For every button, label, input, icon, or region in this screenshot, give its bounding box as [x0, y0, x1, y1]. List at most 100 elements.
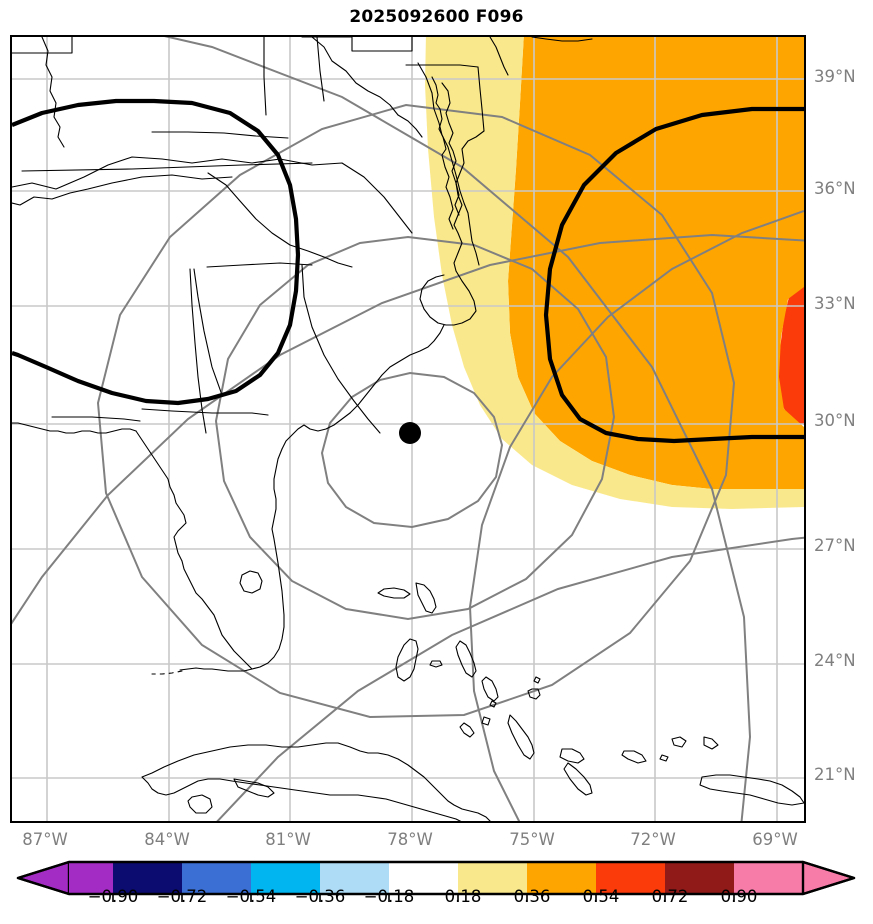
colorbar-tick-label-0: −0.90	[87, 887, 139, 906]
range-ring-se-arc	[468, 210, 804, 821]
island-cuba-south-detail	[233, 778, 275, 798]
coastline-pamlico	[419, 274, 447, 326]
range-ring-mid	[214, 235, 616, 621]
coastline-delmarva	[417, 62, 480, 266]
colorbar-tick-label-2: −0.54	[225, 887, 277, 906]
colorbar-segment-9	[665, 862, 734, 894]
lon-label-81w: 81°W	[265, 830, 311, 849]
colorbar-segment-4	[320, 862, 389, 894]
lon-label-87w: 87°W	[22, 830, 68, 849]
state-border-ga-fl	[141, 408, 269, 416]
range-ring-layer	[12, 37, 804, 821]
storm-center-marker[interactable]	[399, 422, 421, 444]
gridline-layer	[12, 37, 804, 821]
lat-label-24n: 24°N	[814, 651, 856, 670]
colorbar-segment-6	[458, 862, 527, 894]
island-long	[507, 714, 535, 760]
island-caicos	[703, 736, 719, 750]
coastline-chesapeake-west	[431, 76, 454, 230]
state-border-md-pa	[405, 64, 479, 68]
state-border-tn-north	[12, 37, 73, 54]
island-exuma	[459, 722, 475, 738]
state-border-sc-nc2	[193, 268, 223, 396]
colorbar-tick-label-6: 0.36	[513, 887, 551, 906]
filled-contour-layer	[425, 37, 804, 509]
region-red-orange	[778, 285, 804, 425]
state-border-pa-ny	[301, 37, 413, 52]
colorbar-tick-label-5: 0.18	[444, 887, 482, 906]
colorbar-tick-label-9: 0.90	[720, 887, 758, 906]
coastline-fl-tampabay	[173, 494, 187, 562]
page-title: 2025092600 F096	[349, 7, 524, 27]
colorbar-segment-7	[527, 862, 596, 894]
colorbar-tick-label-3: −0.36	[294, 887, 346, 906]
colorbar-tick-label-8: 0.72	[651, 887, 689, 906]
coastline-fl-west	[181, 560, 253, 670]
lat-label-39n: 39°N	[814, 67, 856, 86]
colorbar-segment-2	[182, 862, 251, 894]
colorbar-segment-1	[113, 862, 182, 894]
state-border-ohio-river	[41, 37, 65, 148]
island-eleuthera	[455, 640, 477, 678]
state-border-va-ky	[12, 156, 413, 234]
state-border-va-nc-east	[397, 114, 423, 138]
region-orange	[508, 37, 804, 489]
colorbar-tick-label-4: −0.18	[363, 887, 415, 906]
island-abaco	[415, 582, 437, 614]
colorbar-segment-under	[16, 860, 71, 896]
colorbar-segment-over	[801, 860, 856, 896]
colorbar-outline	[16, 860, 856, 896]
colorbar-segment-8	[596, 862, 665, 894]
range-ring-outermost	[164, 37, 752, 821]
island-tiny-2	[533, 676, 541, 684]
map-svg	[12, 37, 804, 821]
colorbar-tick-label-1: −0.72	[156, 887, 208, 906]
state-border-nc-tn-ridge	[207, 172, 353, 268]
coastline-sc	[281, 412, 351, 450]
state-border-nc-va	[21, 162, 313, 172]
lon-label-69w: 69°W	[752, 830, 798, 849]
island-provo	[659, 754, 669, 762]
island-cuba	[141, 742, 491, 821]
state-border-interior-1	[151, 131, 289, 139]
lon-label-84w: 84°W	[144, 830, 190, 849]
island-rum	[481, 716, 491, 726]
lon-label-72w: 72°W	[630, 830, 676, 849]
state-border-interior-2	[263, 37, 267, 116]
island-hispaniola	[699, 774, 804, 806]
coastline-nc-capefear	[349, 324, 445, 414]
range-ring-inner	[320, 371, 504, 529]
lake-okeechobee	[239, 570, 263, 594]
island-mayaguana	[621, 750, 647, 764]
coastline-de-bay	[461, 130, 485, 150]
state-border-fl-panhandle	[51, 416, 141, 422]
range-ring-sw-arc	[12, 233, 804, 625]
island-sansalvador	[527, 688, 541, 700]
lat-label-36n: 36°N	[814, 179, 856, 198]
island-andros	[395, 638, 419, 682]
coastline-fl-keys-dots	[151, 670, 183, 675]
coastline-fl-keys	[179, 667, 253, 672]
lat-label-30n: 30°N	[814, 411, 856, 430]
colorbar-ticks	[112, 894, 735, 902]
lat-label-27n: 27°N	[814, 536, 856, 555]
state-border-wv	[311, 37, 399, 116]
region-light-yellow	[425, 37, 804, 509]
lat-label-21n: 21°N	[814, 765, 856, 784]
thick-contour-southeast-us	[12, 98, 301, 406]
lon-label-78w: 78°W	[387, 830, 433, 849]
island-grand-bahama	[377, 587, 411, 599]
range-ring-outer	[96, 103, 736, 719]
island-cat	[481, 676, 499, 702]
colorbar-segment-5	[389, 862, 458, 894]
lon-label-75w: 75°W	[509, 830, 555, 849]
coastline-fl-east	[251, 528, 285, 670]
island-newprovidence	[429, 660, 443, 668]
state-border-tn-south	[12, 174, 233, 206]
island-isla-juventud	[187, 794, 213, 814]
coastline-virginia	[453, 148, 465, 272]
colorbar[interactable]: −0.90 −0.72 −0.54 −0.36 −0.18 0.18 0.36 …	[0, 860, 873, 924]
coastline-layer	[12, 37, 804, 821]
map-plot-area[interactable]	[10, 35, 806, 823]
